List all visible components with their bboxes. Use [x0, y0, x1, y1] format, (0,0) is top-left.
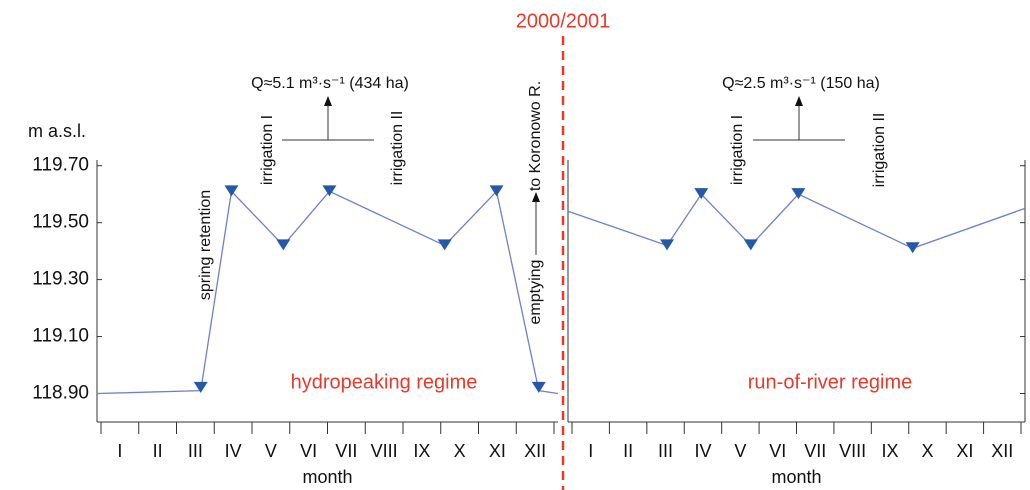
x-tick-label: I: [117, 441, 122, 461]
x-tick-label: VII: [804, 441, 826, 461]
x-axis-label: month: [771, 467, 821, 487]
water-level-line: [567, 193, 1026, 249]
x-tick-label: VIII: [839, 441, 866, 461]
x-tick-label: VIII: [371, 441, 398, 461]
x-tick-label: VI: [300, 441, 317, 461]
x-tick-label: IV: [694, 441, 711, 461]
regime-label: run-of-river regime: [748, 371, 912, 393]
arrow-head: [795, 96, 803, 106]
x-tick-label: XI: [956, 441, 973, 461]
marker: [660, 239, 675, 251]
x-tick-label: XI: [489, 441, 506, 461]
marker: [437, 239, 452, 251]
x-tick-label: V: [265, 441, 277, 461]
x-tick-label: X: [454, 441, 466, 461]
marker: [743, 239, 758, 251]
x-tick-label: V: [734, 441, 746, 461]
marker: [489, 185, 504, 197]
marker: [276, 239, 291, 251]
annotation-irrigation-2: irrigation II: [389, 111, 406, 186]
x-tick-label: IX: [413, 441, 430, 461]
x-tick-label: X: [921, 441, 933, 461]
annotation-destination: to Koronowo R.: [527, 81, 544, 191]
marker: [224, 185, 239, 197]
y-tick-label: 119.30: [32, 269, 89, 290]
annotation-discharge: Q≈5.1 m³·s⁻¹ (434 ha): [251, 75, 409, 92]
marker: [791, 188, 806, 200]
x-tick-label: II: [153, 441, 163, 461]
y-tick-label: 118.90: [32, 383, 89, 404]
annotation-spring: spring retention: [197, 190, 214, 300]
regime-label: hydropeaking regime: [291, 371, 478, 393]
arrow-head: [324, 96, 332, 106]
y-tick-label: 119.70: [32, 155, 89, 176]
marker: [322, 185, 337, 197]
y-axis-label: m a.s.l.: [28, 121, 86, 141]
y-tick-label: 119.10: [32, 326, 89, 347]
water-level-line: [96, 189, 559, 395]
x-tick-label: IV: [225, 441, 242, 461]
annotation-emptying: emptying: [527, 260, 544, 325]
annotation-irrigation-1: irrigation I: [729, 115, 746, 185]
arrow-head: [532, 192, 540, 202]
x-tick-label: III: [188, 441, 203, 461]
x-tick-label: VI: [769, 441, 786, 461]
annotation-irrigation-2: irrigation II: [871, 113, 888, 188]
season-label: 2000/2001: [516, 10, 611, 32]
x-tick-label: XII: [991, 441, 1013, 461]
x-tick-label: II: [623, 441, 633, 461]
marker: [694, 188, 709, 200]
annotation-irrigation-1: irrigation I: [259, 115, 276, 185]
x-tick-label: III: [658, 441, 673, 461]
marker: [905, 242, 920, 254]
x-axis-label: month: [302, 467, 352, 487]
x-tick-label: VII: [335, 441, 357, 461]
y-tick-label: 119.50: [32, 212, 89, 233]
x-tick-label: I: [588, 441, 593, 461]
annotation-discharge: Q≈2.5 m³·s⁻¹ (150 ha): [722, 75, 880, 92]
x-tick-label: IX: [882, 441, 899, 461]
x-tick-label: XII: [524, 441, 546, 461]
marker: [531, 381, 546, 393]
marker: [193, 381, 208, 393]
